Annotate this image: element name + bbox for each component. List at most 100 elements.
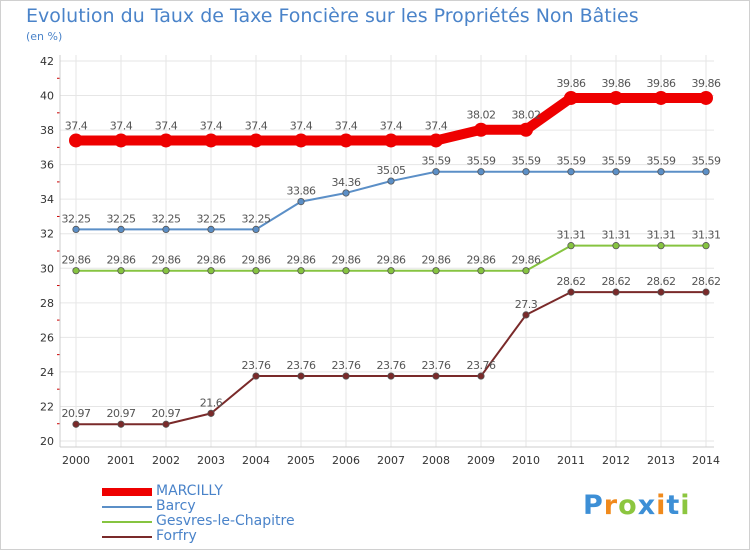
data-label-barcy-2013: 35.59	[647, 155, 676, 168]
legend-swatch-forfry	[102, 536, 152, 538]
data-point-forfry-2005	[297, 372, 305, 380]
data-label-forfry-2013: 28.62	[647, 275, 676, 288]
data-label-forfry-2007: 23.76	[377, 359, 406, 372]
data-point-barcy-2004	[252, 225, 260, 234]
y-tick-label-28: 28	[40, 297, 54, 310]
x-tick-label-2012: 2012	[602, 454, 630, 467]
data-label-gesvres-le-chapitre-2008: 29.86	[422, 254, 451, 267]
data-point-barcy-2001	[117, 225, 125, 234]
x-tick-label-2009: 2009	[467, 454, 495, 467]
data-point-gesvres-le-chapitre-2003	[207, 267, 215, 275]
data-label-marcilly-2007: 37.4	[380, 119, 403, 132]
data-point-gesvres-le-chapitre-2007	[387, 267, 395, 275]
data-point-barcy-2008	[432, 168, 440, 176]
data-point-barcy-2003	[207, 225, 215, 234]
data-label-barcy-2004: 32.25	[242, 212, 271, 225]
data-label-barcy-2007: 35.05	[377, 164, 406, 177]
data-point-forfry-2004	[252, 372, 260, 380]
data-label-marcilly-2003: 37.4	[200, 119, 223, 132]
y-tick-label-26: 26	[40, 331, 54, 344]
data-point-barcy-2002	[162, 225, 170, 234]
data-label-barcy-2002: 32.25	[152, 212, 181, 225]
data-point-forfry-2014	[702, 288, 710, 296]
y-tick-label-40: 40	[40, 90, 54, 103]
data-point-marcilly-2013	[654, 90, 668, 105]
data-label-gesvres-le-chapitre-2010: 29.86	[512, 254, 541, 267]
data-point-marcilly-2012	[609, 90, 623, 105]
data-point-gesvres-le-chapitre-2000	[72, 267, 80, 275]
logo-letter: o	[618, 490, 638, 521]
logo-letter: t	[666, 490, 681, 521]
data-label-marcilly-2004: 37.4	[245, 119, 268, 132]
data-label-forfry-2009: 23.76	[467, 359, 496, 372]
data-point-gesvres-le-chapitre-2006	[342, 267, 350, 275]
data-label-forfry-2005: 23.76	[287, 359, 316, 372]
data-point-forfry-2010	[522, 311, 530, 319]
legend-label-gesvres: Gesvres-le-Chapitre	[156, 513, 295, 529]
data-label-marcilly-2011: 39.86	[557, 77, 586, 90]
data-label-forfry-2000: 20.97	[62, 407, 91, 420]
proxiti-logo: Proxiti	[583, 490, 691, 521]
x-tick-label-2003: 2003	[197, 454, 225, 467]
x-tick-label-2000: 2000	[62, 454, 90, 467]
data-point-forfry-2001	[117, 420, 125, 428]
data-point-gesvres-le-chapitre-2002	[162, 267, 170, 275]
data-point-barcy-2014	[702, 168, 710, 176]
data-label-marcilly-2005: 37.4	[290, 119, 313, 132]
y-tick-label-22: 22	[40, 400, 54, 413]
data-label-forfry-2004: 23.76	[242, 359, 271, 372]
y-tick-label-42: 42	[40, 55, 54, 68]
logo-letter: i	[680, 490, 691, 521]
legend-label-forfry: Forfry	[156, 528, 197, 544]
data-label-barcy-2006: 34.36	[332, 176, 361, 189]
legend-swatch-barcy	[102, 506, 152, 508]
data-point-forfry-2003	[207, 409, 215, 417]
data-label-gesvres-le-chapitre-2011: 31.31	[557, 229, 586, 242]
data-label-gesvres-le-chapitre-2004: 29.86	[242, 254, 271, 267]
data-label-forfry-2001: 20.97	[107, 407, 136, 420]
data-point-gesvres-le-chapitre-2010	[522, 267, 530, 275]
y-tick-label-20: 20	[40, 435, 54, 448]
line-chart: 20 22 24 26 28 30 32 34 36 38 40 42 2000 2001 2002 2003…	[40, 55, 721, 467]
data-point-barcy-2005	[297, 198, 305, 206]
y-tick-label-38: 38	[40, 124, 54, 137]
data-point-gesvres-le-chapitre-2014	[702, 242, 710, 250]
data-point-forfry-2002	[162, 420, 170, 428]
data-point-gesvres-le-chapitre-2011	[567, 242, 575, 250]
data-point-barcy-2013	[657, 168, 665, 176]
data-label-gesvres-le-chapitre-2012: 31.31	[602, 229, 631, 242]
data-label-gesvres-le-chapitre-2006: 29.86	[332, 254, 361, 267]
data-label-gesvres-le-chapitre-2005: 29.86	[287, 254, 316, 267]
data-point-gesvres-le-chapitre-2004	[252, 267, 260, 275]
data-label-marcilly-2013: 39.86	[647, 77, 676, 90]
data-point-forfry-2006	[342, 372, 350, 380]
x-tick-label-2005: 2005	[287, 454, 315, 467]
data-point-barcy-2000	[72, 225, 80, 234]
legend-label-marcilly: MARCILLY	[156, 483, 223, 499]
y-tick-label-24: 24	[40, 366, 54, 379]
data-label-marcilly-2001: 37.4	[110, 119, 133, 132]
data-point-forfry-2009	[477, 372, 485, 380]
x-tick-label-2002: 2002	[152, 454, 180, 467]
data-label-forfry-2003: 21.6	[200, 396, 223, 409]
data-label-marcilly-2012: 39.86	[602, 77, 631, 90]
data-point-forfry-2007	[387, 372, 395, 380]
data-label-barcy-2003: 32.25	[197, 212, 226, 225]
data-point-forfry-2011	[567, 288, 575, 296]
data-point-gesvres-le-chapitre-2005	[297, 267, 305, 275]
data-label-barcy-2001: 32.25	[107, 212, 136, 225]
data-label-marcilly-2014: 39.86	[692, 77, 721, 90]
data-label-forfry-2006: 23.76	[332, 359, 361, 372]
data-label-forfry-2008: 23.76	[422, 359, 451, 372]
data-label-barcy-2009: 35.59	[467, 155, 496, 168]
data-point-marcilly-2005	[294, 133, 308, 148]
data-label-forfry-2012: 28.62	[602, 275, 631, 288]
data-point-marcilly-2011	[564, 90, 578, 105]
x-tick-label-2001: 2001	[107, 454, 135, 467]
x-tick-label-2014: 2014	[692, 454, 720, 467]
logo-letter: r	[603, 490, 619, 521]
data-label-gesvres-le-chapitre-2014: 31.31	[692, 229, 721, 242]
data-point-forfry-2013	[657, 288, 665, 296]
data-point-forfry-2008	[432, 372, 440, 380]
data-label-marcilly-2000: 37.4	[65, 119, 88, 132]
